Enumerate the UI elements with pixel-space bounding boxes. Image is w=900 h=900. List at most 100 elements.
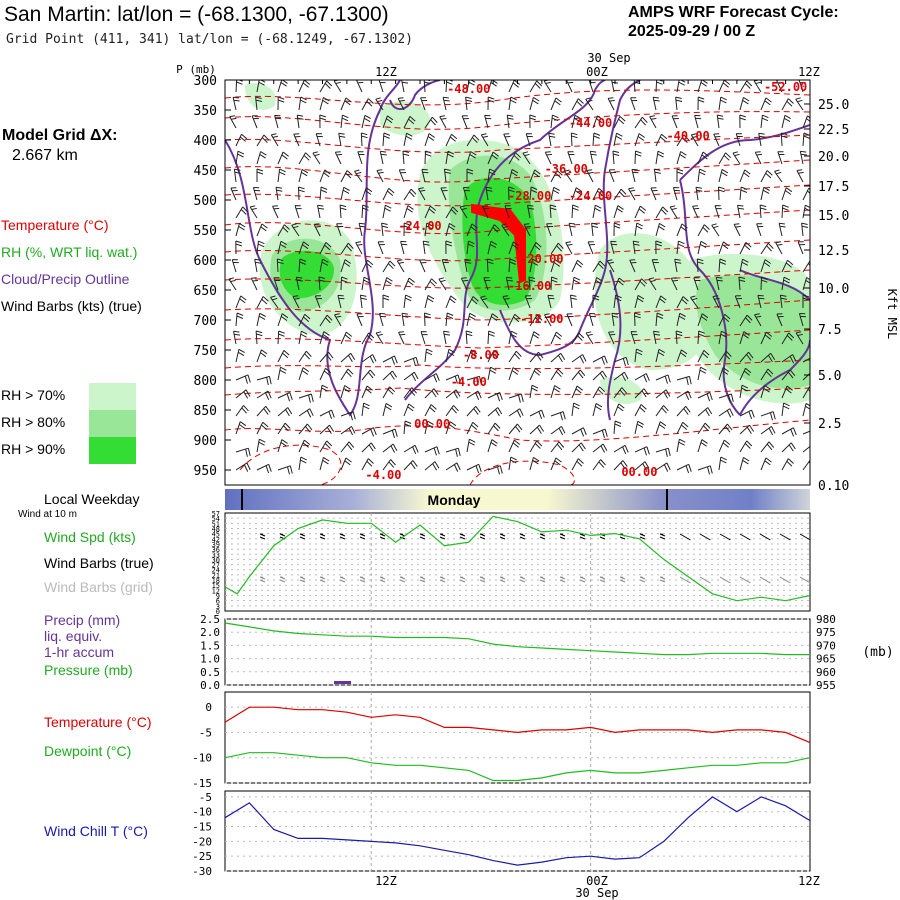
height-tick-label: 17.5 [818, 180, 849, 195]
wind-barb [482, 205, 490, 219]
wind-barb [504, 205, 512, 219]
wind-barb [802, 294, 810, 308]
height-tick-label: 5.0 [818, 369, 841, 384]
wind-barb [592, 370, 608, 381]
wind-barb [361, 259, 374, 273]
pressure-tick-label: 960 [816, 666, 836, 679]
wind-barb [697, 313, 709, 327]
wind-tick-label: 54 [212, 515, 220, 523]
wind-barb [718, 258, 727, 273]
wind-barb [508, 367, 519, 381]
wind-barb [524, 295, 533, 309]
wind-barb [424, 222, 433, 237]
wind-barb [529, 186, 538, 201]
wind-barb [252, 187, 261, 201]
wind-barb [298, 186, 305, 201]
wind-barb [739, 351, 754, 363]
pressure-tick-label: 975 [816, 626, 836, 639]
wind-barb [403, 356, 419, 367]
liq-label: liq. equiv. [44, 628, 103, 644]
grid-wind-barb [539, 576, 546, 583]
top-date-label: 30 Sep [587, 51, 630, 65]
wind-barb [340, 385, 351, 399]
wind-barb [566, 80, 574, 93]
wind-barb [802, 386, 810, 399]
wind-barb [487, 465, 503, 475]
wind-tick-label: 3 [216, 603, 220, 611]
wind-barb [319, 96, 330, 111]
wind-barb [361, 98, 374, 111]
grid-wind-barb [299, 576, 306, 583]
wind-barb [695, 186, 703, 201]
pressure-tick-label: 900 [194, 434, 217, 449]
grid-wind-barb [419, 576, 426, 583]
windchill-tick-label: -5 [199, 791, 212, 804]
wind-barb [550, 352, 566, 363]
wind-barb [296, 114, 304, 129]
wind-barb [585, 97, 594, 111]
wind-barb [529, 409, 545, 419]
wind-barb [319, 456, 330, 471]
wind-barb [403, 294, 412, 309]
wind-barb [781, 385, 793, 399]
grid-wind-barb [359, 576, 366, 583]
wind-barb [235, 374, 251, 384]
top-time-label-1: 12Z [375, 65, 397, 79]
wind-barb [277, 407, 293, 417]
wind-barb [655, 447, 671, 457]
wind-barb [445, 348, 455, 363]
grid-wind-barb [599, 576, 606, 583]
wind-barb [377, 241, 385, 255]
wind-barb [529, 242, 542, 255]
wind-barb [739, 242, 752, 255]
panel-lines [224, 515, 811, 866]
pressure-label: Pressure (mb) [44, 662, 133, 678]
wind-barb [630, 97, 638, 111]
wind-barb [361, 332, 375, 345]
wind-barb [508, 330, 518, 345]
wind-barb [233, 168, 241, 183]
temperature-tick-label: -10 [192, 752, 212, 765]
wind-barb [592, 443, 608, 453]
wind-barb [611, 312, 619, 327]
rh90-swatch [89, 437, 136, 464]
wind-barb [466, 240, 475, 255]
wind-barb [529, 456, 540, 471]
wind-barb [760, 368, 774, 381]
wind-barb [777, 151, 785, 165]
wind-barb [466, 463, 482, 474]
wind-barb [527, 204, 535, 219]
wind-barb [403, 222, 411, 237]
wind-barb [233, 330, 241, 345]
wind-barb [466, 349, 478, 363]
wind-barb [424, 150, 432, 165]
windchill-label: Wind Chill T (°C) [44, 823, 148, 839]
wind-barb [713, 133, 721, 147]
wind-tick-label: 24 [212, 567, 220, 575]
true-wind-barb [419, 533, 426, 540]
wind-barb [779, 294, 787, 309]
wind-barb [460, 277, 469, 291]
wind-barb [529, 331, 540, 345]
wind-barb [738, 276, 746, 291]
dewpoint-label: Dewpoint (°C) [44, 743, 132, 759]
wind-barb [319, 440, 333, 453]
wind-barb [487, 313, 499, 327]
frozen-core-marker [471, 203, 526, 284]
wind-barb [697, 350, 710, 363]
wind-barb [589, 150, 597, 165]
wind-barb [781, 369, 796, 381]
wind-barb [403, 277, 415, 291]
wind-barb [778, 222, 786, 237]
true-wind-barb [499, 533, 506, 540]
wind-barb [319, 169, 331, 183]
wind-barb [256, 349, 268, 363]
wind-barb [592, 187, 605, 201]
wind-barb [508, 313, 521, 327]
wind-barb [781, 442, 796, 453]
pressure-tick-label: 300 [194, 74, 217, 89]
wind-barb [634, 446, 650, 456]
wind-barb [571, 427, 587, 437]
wind-spd-label: Wind Spd (kts) [44, 529, 136, 545]
wind-barb [340, 114, 349, 129]
